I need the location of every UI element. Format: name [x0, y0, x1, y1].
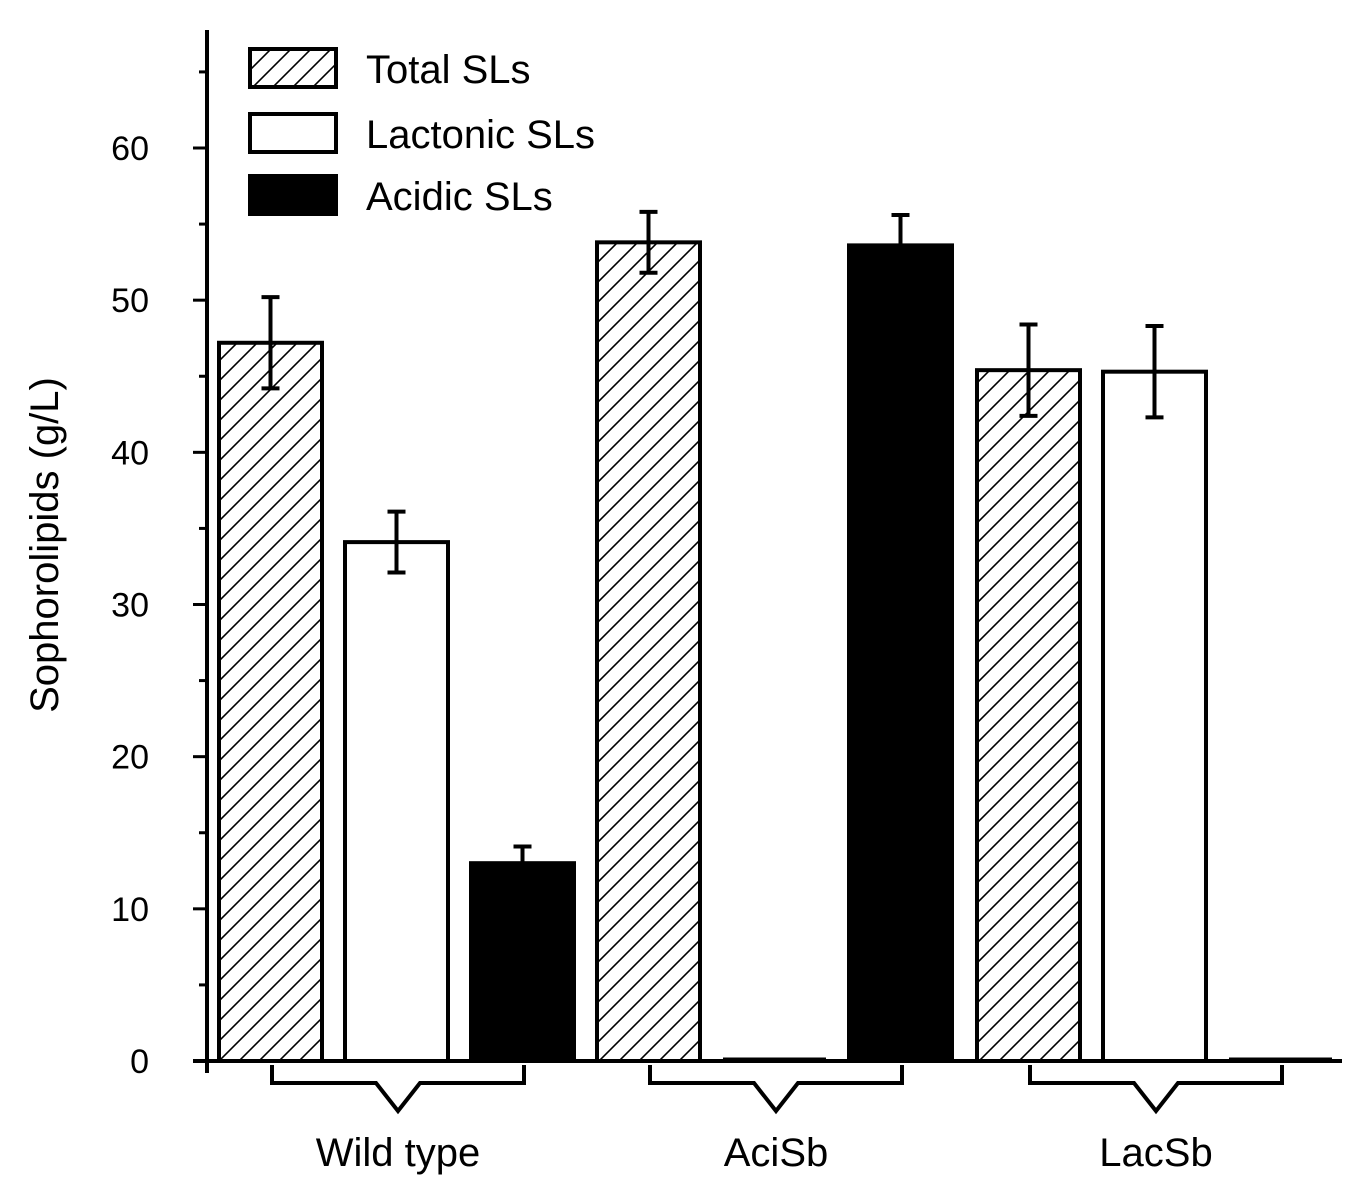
bar	[1101, 369, 1208, 1063]
legend-swatch	[248, 174, 338, 216]
y-tick-label: 40	[111, 434, 149, 472]
bar	[847, 243, 954, 1064]
legend-label: Total SLs	[366, 48, 531, 92]
bar	[217, 340, 324, 1064]
x-category-label: LacSb	[1099, 1131, 1212, 1175]
bar	[469, 861, 576, 1064]
x-category-label: AciSb	[724, 1131, 829, 1175]
y-tick-label: 20	[111, 739, 149, 777]
y-tick-label: 0	[130, 1043, 149, 1081]
group-bracket	[1028, 1065, 1284, 1115]
bar	[975, 368, 1082, 1063]
bar	[343, 540, 450, 1063]
y-tick-label: 30	[111, 587, 149, 625]
y-axis-label: Sophorolipids (g/L)	[23, 377, 67, 713]
group-bracket	[648, 1065, 904, 1115]
group-bracket	[270, 1065, 526, 1115]
bar	[595, 240, 702, 1064]
y-tick-label: 60	[111, 130, 149, 168]
y-tick-label: 10	[111, 891, 149, 929]
y-tick-label: 50	[111, 282, 149, 320]
legend-swatch	[248, 112, 338, 154]
legend-label: Lactonic SLs	[366, 113, 595, 157]
legend-label: Acidic SLs	[366, 175, 553, 219]
x-category-label: Wild type	[316, 1131, 481, 1175]
legend-swatch	[248, 47, 338, 89]
